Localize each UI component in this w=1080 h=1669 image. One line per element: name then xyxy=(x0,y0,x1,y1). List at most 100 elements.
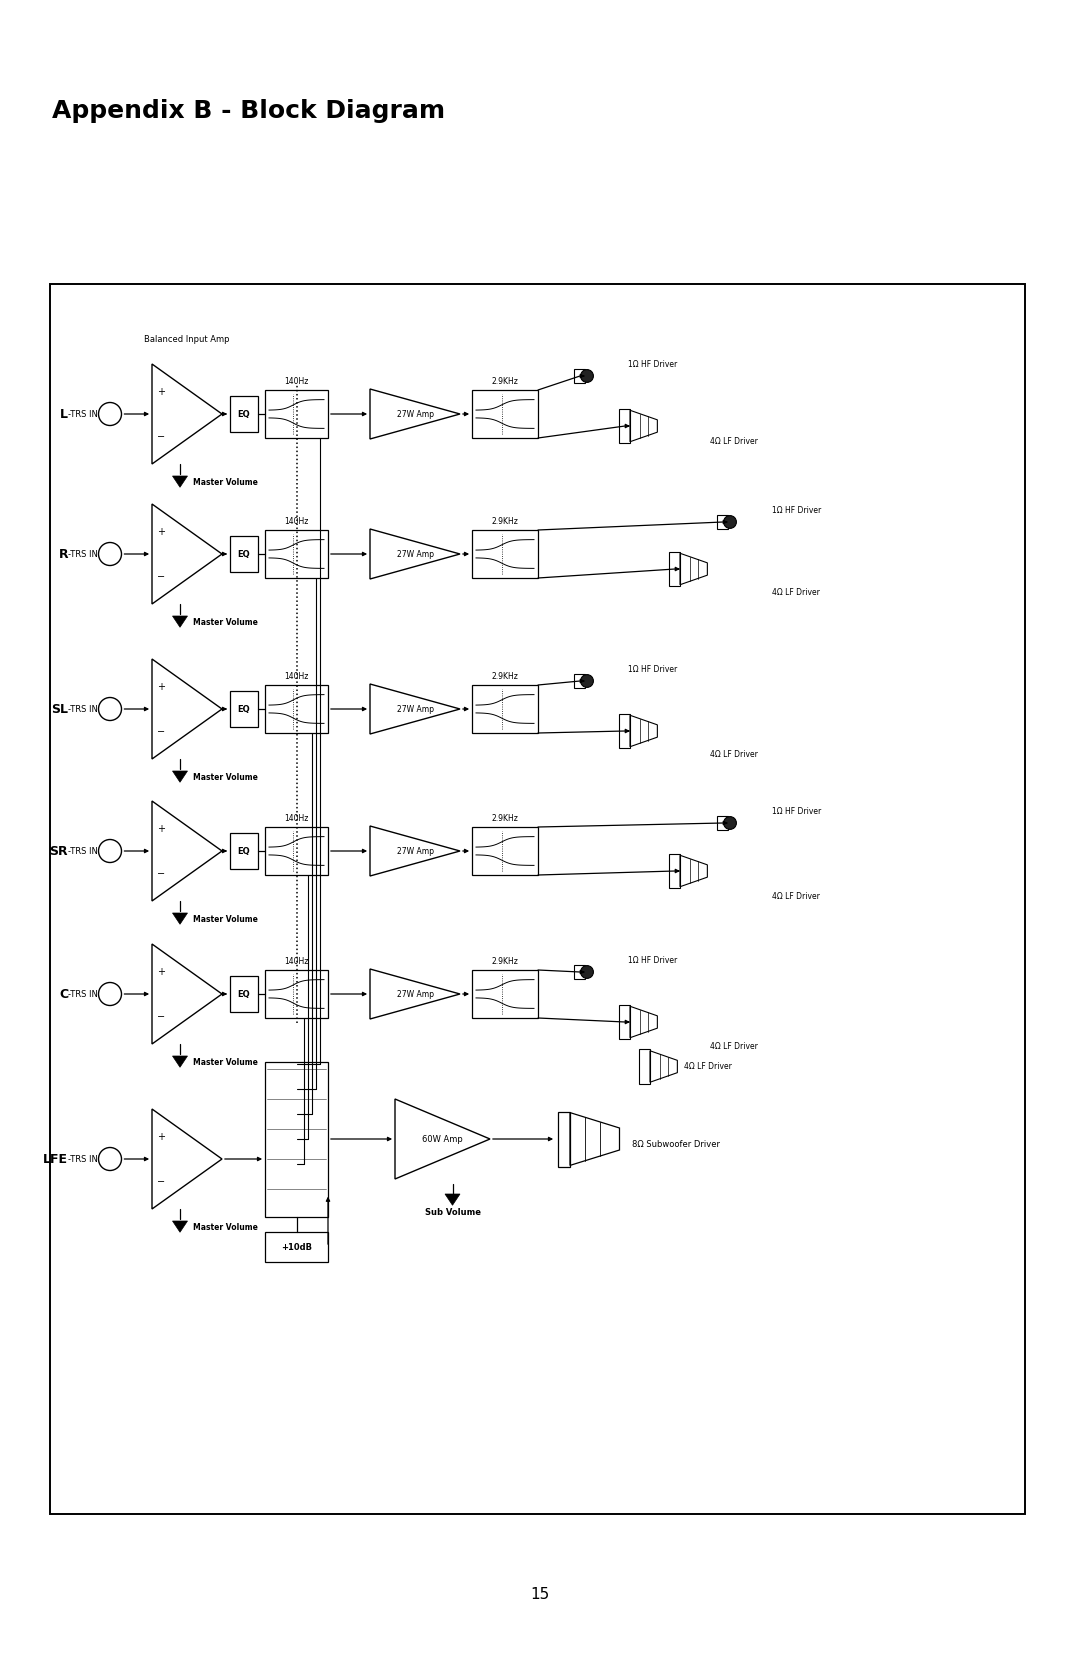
Text: 15: 15 xyxy=(530,1587,550,1602)
Text: -TRS IN: -TRS IN xyxy=(68,409,98,419)
Bar xyxy=(573,369,585,382)
Bar xyxy=(717,516,728,529)
Bar xyxy=(472,531,538,577)
Text: +10dB: +10dB xyxy=(281,1242,312,1252)
Bar xyxy=(230,536,258,572)
Bar xyxy=(230,691,258,728)
Text: Appendix B - Block Diagram: Appendix B - Block Diagram xyxy=(52,98,445,124)
Text: Master Volume: Master Volume xyxy=(193,773,258,781)
Text: Master Volume: Master Volume xyxy=(193,1058,258,1066)
Text: 140Hz: 140Hz xyxy=(284,517,309,526)
Text: 140Hz: 140Hz xyxy=(284,956,309,966)
Text: L: L xyxy=(60,407,68,421)
Text: 1Ω HF Driver: 1Ω HF Driver xyxy=(627,955,677,965)
Bar xyxy=(717,816,728,829)
Text: +: + xyxy=(157,681,165,691)
Text: SR: SR xyxy=(50,845,68,858)
Polygon shape xyxy=(173,913,188,925)
Text: Balanced Input Amp: Balanced Input Amp xyxy=(145,335,230,344)
Bar xyxy=(558,1112,570,1167)
Text: −: − xyxy=(157,432,165,442)
Text: +: + xyxy=(157,526,165,536)
Bar xyxy=(639,1050,650,1083)
Polygon shape xyxy=(152,945,222,1045)
Polygon shape xyxy=(395,1098,490,1178)
Text: +: + xyxy=(157,1132,165,1142)
Text: -TRS IN: -TRS IN xyxy=(68,1155,98,1163)
Text: Master Volume: Master Volume xyxy=(193,618,258,626)
Text: C: C xyxy=(59,988,68,1000)
Polygon shape xyxy=(370,684,460,734)
Text: R: R xyxy=(58,547,68,561)
Text: −: − xyxy=(157,726,165,736)
Text: 2.9KHz: 2.9KHz xyxy=(491,517,518,526)
Text: 27W Amp: 27W Amp xyxy=(396,409,433,419)
Polygon shape xyxy=(445,1193,460,1205)
Text: −: − xyxy=(157,571,165,581)
Bar xyxy=(230,396,258,432)
Text: Master Volume: Master Volume xyxy=(193,1222,258,1232)
Text: EQ: EQ xyxy=(238,704,251,714)
Text: 2.9KHz: 2.9KHz xyxy=(491,814,518,823)
Text: +: + xyxy=(157,823,165,833)
Circle shape xyxy=(724,816,737,829)
Text: 1Ω HF Driver: 1Ω HF Driver xyxy=(627,664,677,674)
Polygon shape xyxy=(173,771,188,783)
Text: 27W Amp: 27W Amp xyxy=(396,704,433,714)
Polygon shape xyxy=(370,389,460,439)
Bar xyxy=(619,1005,630,1040)
Polygon shape xyxy=(370,529,460,579)
Text: 4Ω LF Driver: 4Ω LF Driver xyxy=(772,587,820,596)
Text: −: − xyxy=(157,868,165,878)
Bar xyxy=(573,674,585,688)
Text: +: + xyxy=(157,966,165,976)
Bar xyxy=(472,828,538,875)
Bar xyxy=(265,970,328,1018)
Text: EQ: EQ xyxy=(238,549,251,559)
Text: EQ: EQ xyxy=(238,846,251,856)
Text: 60W Amp: 60W Amp xyxy=(422,1135,463,1143)
Polygon shape xyxy=(152,504,222,604)
Text: 27W Amp: 27W Amp xyxy=(396,990,433,998)
Bar xyxy=(472,970,538,1018)
Polygon shape xyxy=(173,1056,188,1066)
Text: EQ: EQ xyxy=(238,990,251,998)
Text: 140Hz: 140Hz xyxy=(284,377,309,386)
Polygon shape xyxy=(173,616,188,628)
Bar xyxy=(619,409,630,442)
Text: +: + xyxy=(157,387,165,397)
Polygon shape xyxy=(370,826,460,876)
Bar xyxy=(472,684,538,733)
Text: 4Ω LF Driver: 4Ω LF Driver xyxy=(685,1061,732,1071)
Text: Master Volume: Master Volume xyxy=(193,477,258,486)
Text: 2.9KHz: 2.9KHz xyxy=(491,377,518,386)
Text: 1Ω HF Driver: 1Ω HF Driver xyxy=(772,806,821,816)
Bar xyxy=(50,284,1025,1514)
Text: -TRS IN: -TRS IN xyxy=(68,990,98,998)
Text: 27W Amp: 27W Amp xyxy=(396,846,433,856)
Text: EQ: EQ xyxy=(238,409,251,419)
Text: SL: SL xyxy=(51,703,68,716)
Text: -TRS IN: -TRS IN xyxy=(68,704,98,714)
Text: 4Ω LF Driver: 4Ω LF Driver xyxy=(710,749,758,758)
Bar xyxy=(472,391,538,437)
Circle shape xyxy=(724,516,737,529)
Bar xyxy=(619,714,630,748)
Text: −: − xyxy=(157,1177,165,1187)
Text: 2.9KHz: 2.9KHz xyxy=(491,673,518,681)
Bar xyxy=(230,976,258,1011)
Text: 8Ω Subwoofer Driver: 8Ω Subwoofer Driver xyxy=(632,1140,719,1148)
Text: 4Ω LF Driver: 4Ω LF Driver xyxy=(710,1041,758,1050)
Text: 1Ω HF Driver: 1Ω HF Driver xyxy=(772,506,821,514)
Polygon shape xyxy=(173,1222,188,1232)
Text: 2.9KHz: 2.9KHz xyxy=(491,956,518,966)
Bar xyxy=(670,855,680,888)
Circle shape xyxy=(581,369,593,382)
Bar xyxy=(265,391,328,437)
Polygon shape xyxy=(152,1108,222,1208)
Bar xyxy=(230,833,258,870)
Text: −: − xyxy=(157,1011,165,1021)
Text: -TRS IN: -TRS IN xyxy=(68,846,98,856)
Text: Sub Volume: Sub Volume xyxy=(424,1207,481,1217)
Bar xyxy=(670,552,680,586)
